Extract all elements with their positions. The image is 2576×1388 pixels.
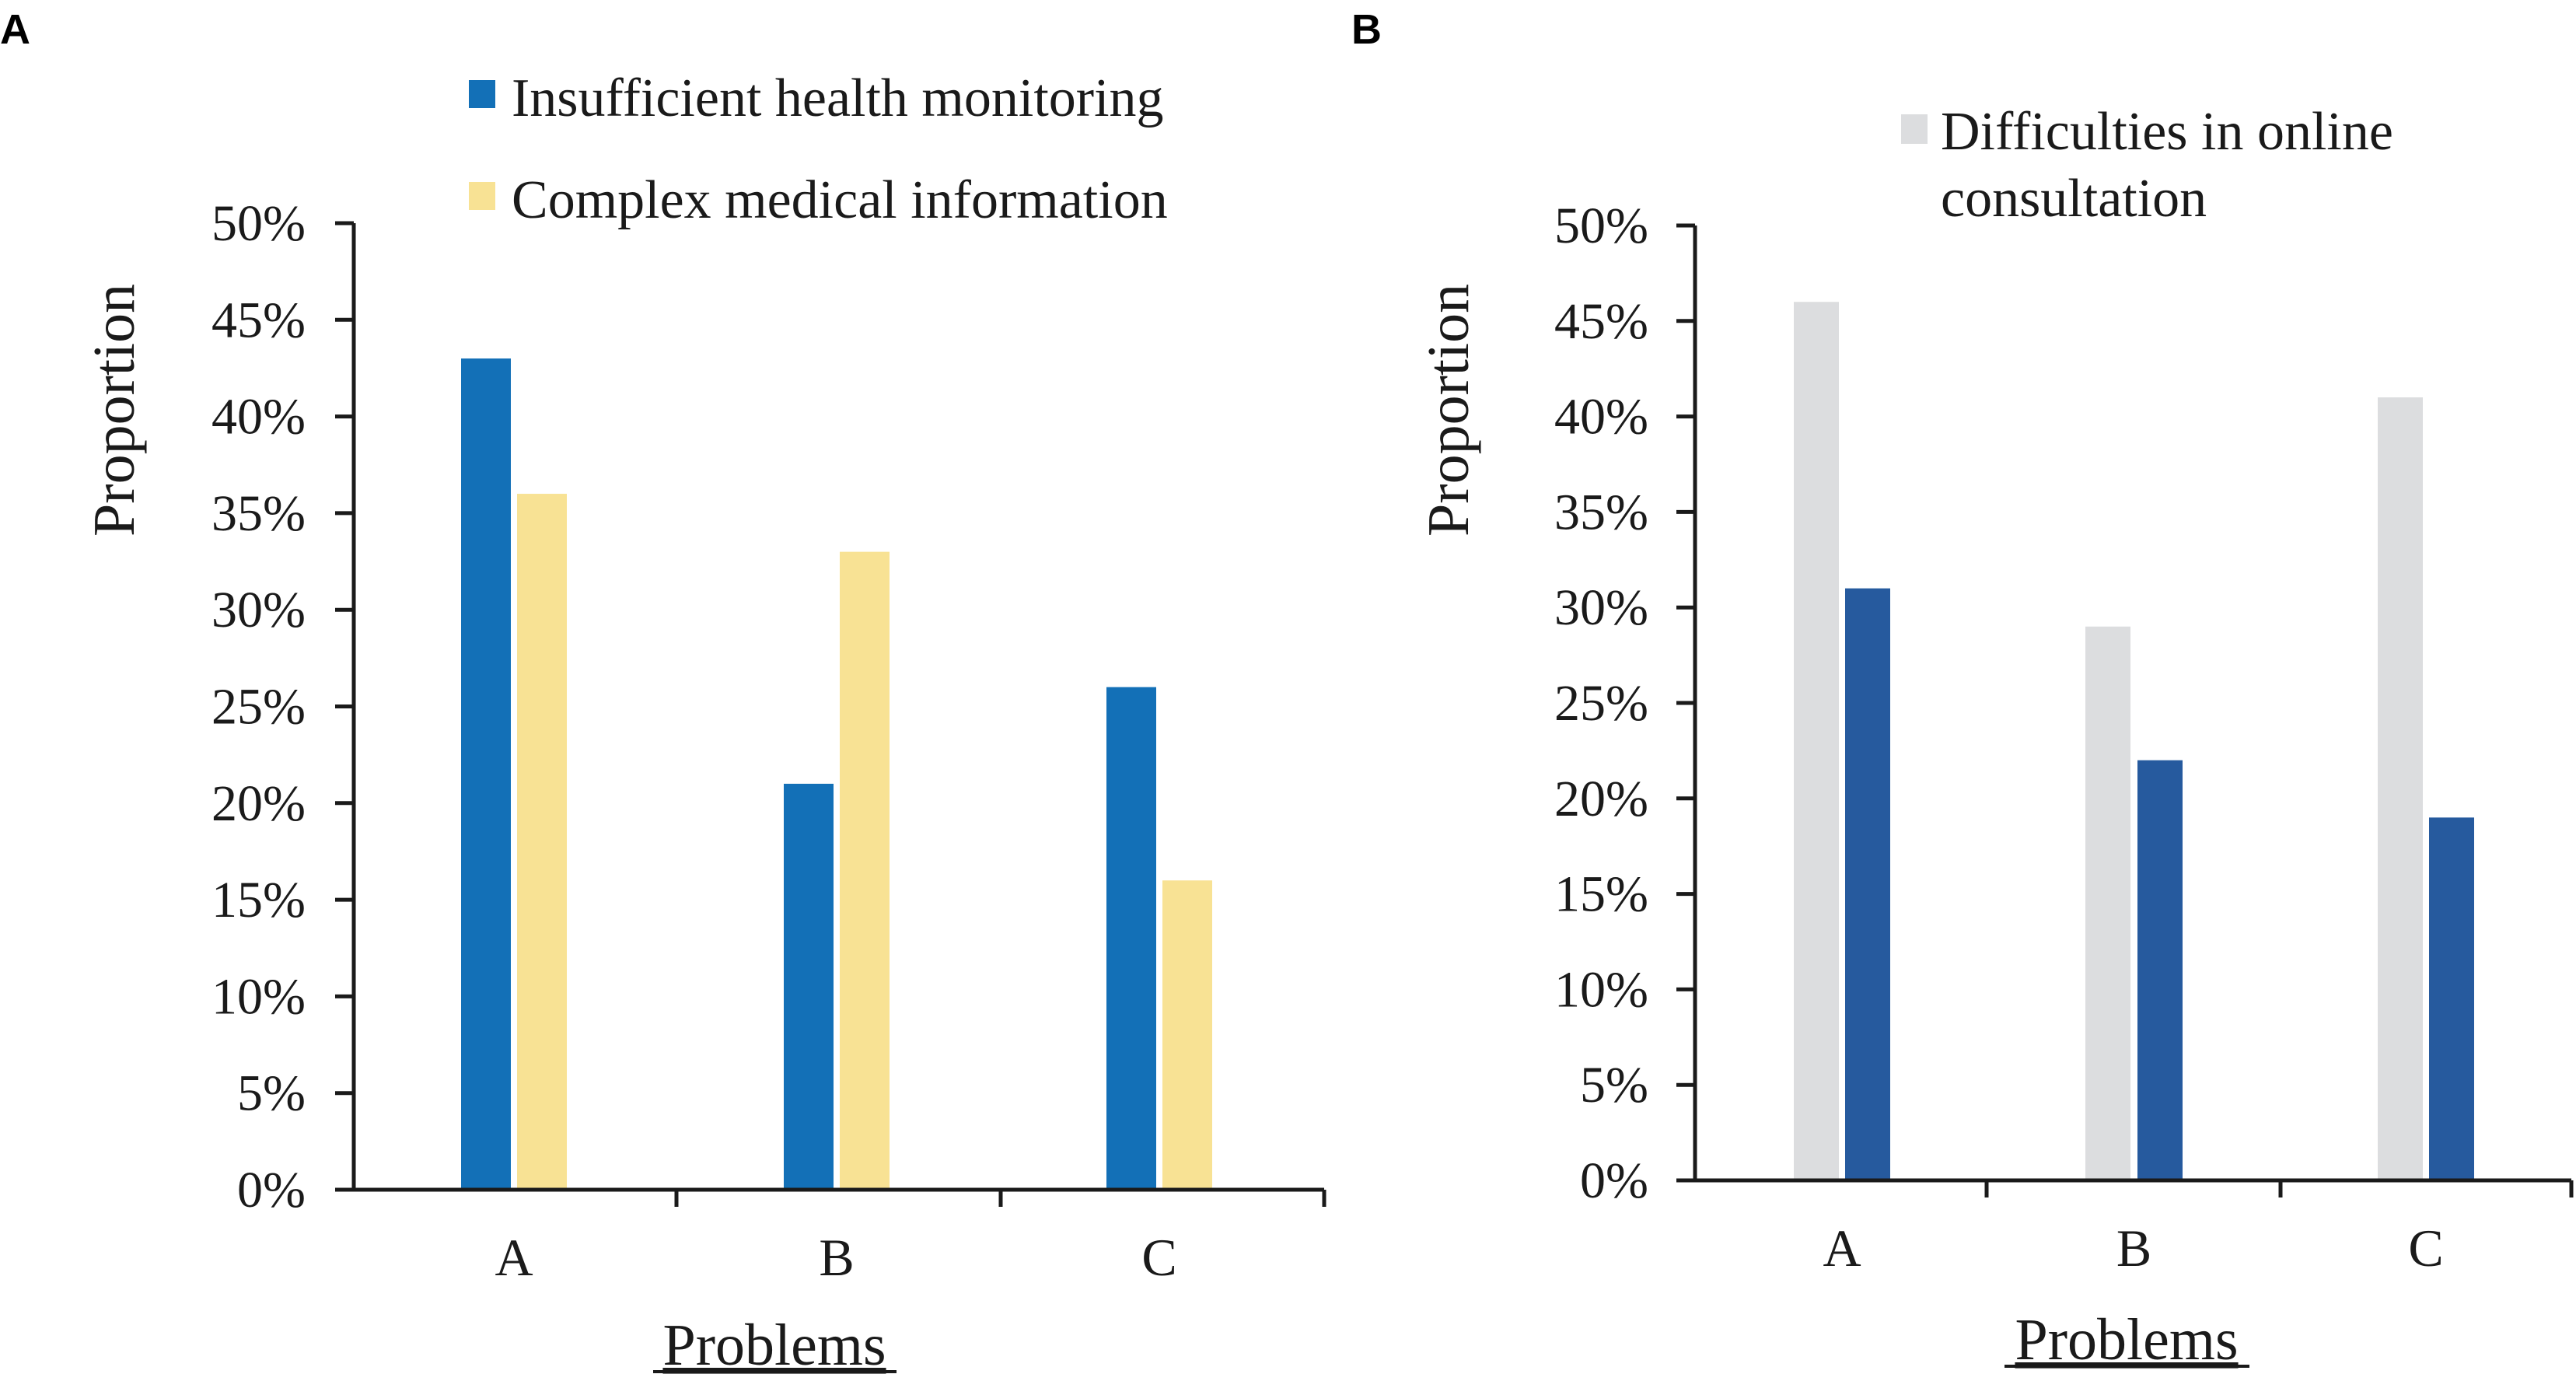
bar-series-2-c [1162, 880, 1212, 1190]
y-tick-label: 35% [211, 485, 306, 542]
panel-b-x-axis-title: Problems [2015, 1307, 2238, 1372]
panel-a: A Insufficient health monitoring Complex… [0, 6, 1326, 1378]
legend-label-line-1: Difficulties in online [1941, 102, 2393, 162]
y-tick-label: 25% [211, 679, 306, 736]
bar-series-1-b [2085, 626, 2130, 1180]
y-tick-label: 10% [1554, 961, 1648, 1018]
y-tick-label: 45% [1554, 293, 1648, 350]
panel-a-category-labels: A B C [495, 1228, 1176, 1287]
bar-series-2-a [1845, 588, 1890, 1180]
panel-a-y-tick-labels: 0% 5% 10% 15% 20% 25% 30% 35% 40% 45% 50% [211, 195, 306, 1218]
y-tick-label: 20% [1554, 771, 1648, 827]
panel-b-y-tick-labels: 0% 5% 10% 15% 20% 25% 30% 35% 40% 45% 50% [1554, 198, 1648, 1209]
bar-series-1-b [784, 783, 834, 1190]
legend-label-insufficient-health-monitoring: Insufficient health monitoring [512, 68, 1164, 128]
y-tick-label: 30% [1554, 579, 1648, 636]
panel-b-bars [1794, 302, 2474, 1180]
panel-b: B Difficulties in online consultation Pr… [1351, 6, 2574, 1372]
panel-a-axes [335, 221, 1326, 1207]
y-tick-label: 15% [1554, 866, 1648, 923]
panel-a-y-axis-title: Proportion [82, 284, 147, 537]
panel-a-legend: Insufficient health monitoring Complex m… [469, 68, 1168, 230]
y-tick-label: 30% [211, 582, 306, 638]
y-tick-label: 20% [211, 775, 306, 832]
bar-series-1-a [1794, 302, 1839, 1180]
panel-b-category-labels: A B C [1823, 1218, 2443, 1278]
legend-swatch-difficulties-online-consultation [1901, 114, 1928, 144]
bar-series-1-c [1106, 687, 1156, 1190]
panel-a-x-axis-title: Problems [662, 1313, 886, 1378]
category-label-c: C [1141, 1228, 1176, 1287]
panel-b-y-axis-title: Proportion [1416, 284, 1481, 537]
bar-series-1-a [461, 358, 511, 1190]
y-tick-label: 5% [1580, 1057, 1648, 1114]
y-tick-label: 25% [1554, 675, 1648, 732]
panel-b-letter: B [1351, 6, 1382, 53]
y-tick-label: 0% [1580, 1152, 1648, 1209]
y-tick-label: 5% [237, 1065, 306, 1122]
bar-series-2-b [2137, 760, 2183, 1180]
category-label-b: B [2116, 1218, 2151, 1278]
bar-series-1-c [2378, 397, 2423, 1180]
y-tick-label: 50% [211, 195, 306, 252]
y-tick-label: 15% [211, 872, 306, 928]
y-tick-label: 40% [211, 389, 306, 446]
legend-swatch-insufficient-health-monitoring [469, 80, 495, 108]
legend-label-line-2: consultation [1941, 169, 2207, 229]
y-tick-label: 50% [1554, 198, 1648, 254]
panel-a-letter: A [0, 6, 30, 53]
category-label-b: B [819, 1228, 854, 1287]
category-label-a: A [495, 1228, 533, 1287]
category-label-c: C [2408, 1218, 2443, 1278]
legend-swatch-complex-medical-information [469, 182, 495, 210]
y-tick-label: 10% [211, 968, 306, 1025]
bar-series-2-a [517, 494, 567, 1190]
panel-a-bars [461, 358, 1212, 1190]
bar-series-2-c [2429, 817, 2474, 1180]
y-tick-label: 40% [1554, 389, 1648, 446]
y-tick-label: 35% [1554, 484, 1648, 540]
category-label-a: A [1823, 1218, 1861, 1278]
y-tick-label: 0% [237, 1162, 306, 1218]
bar-series-2-b [840, 551, 890, 1190]
legend-label-complex-medical-information: Complex medical information [512, 170, 1168, 230]
panel-b-legend: Difficulties in online consultation [1901, 102, 2393, 229]
y-tick-label: 45% [211, 292, 306, 348]
panel-b-axes [1676, 223, 2574, 1197]
